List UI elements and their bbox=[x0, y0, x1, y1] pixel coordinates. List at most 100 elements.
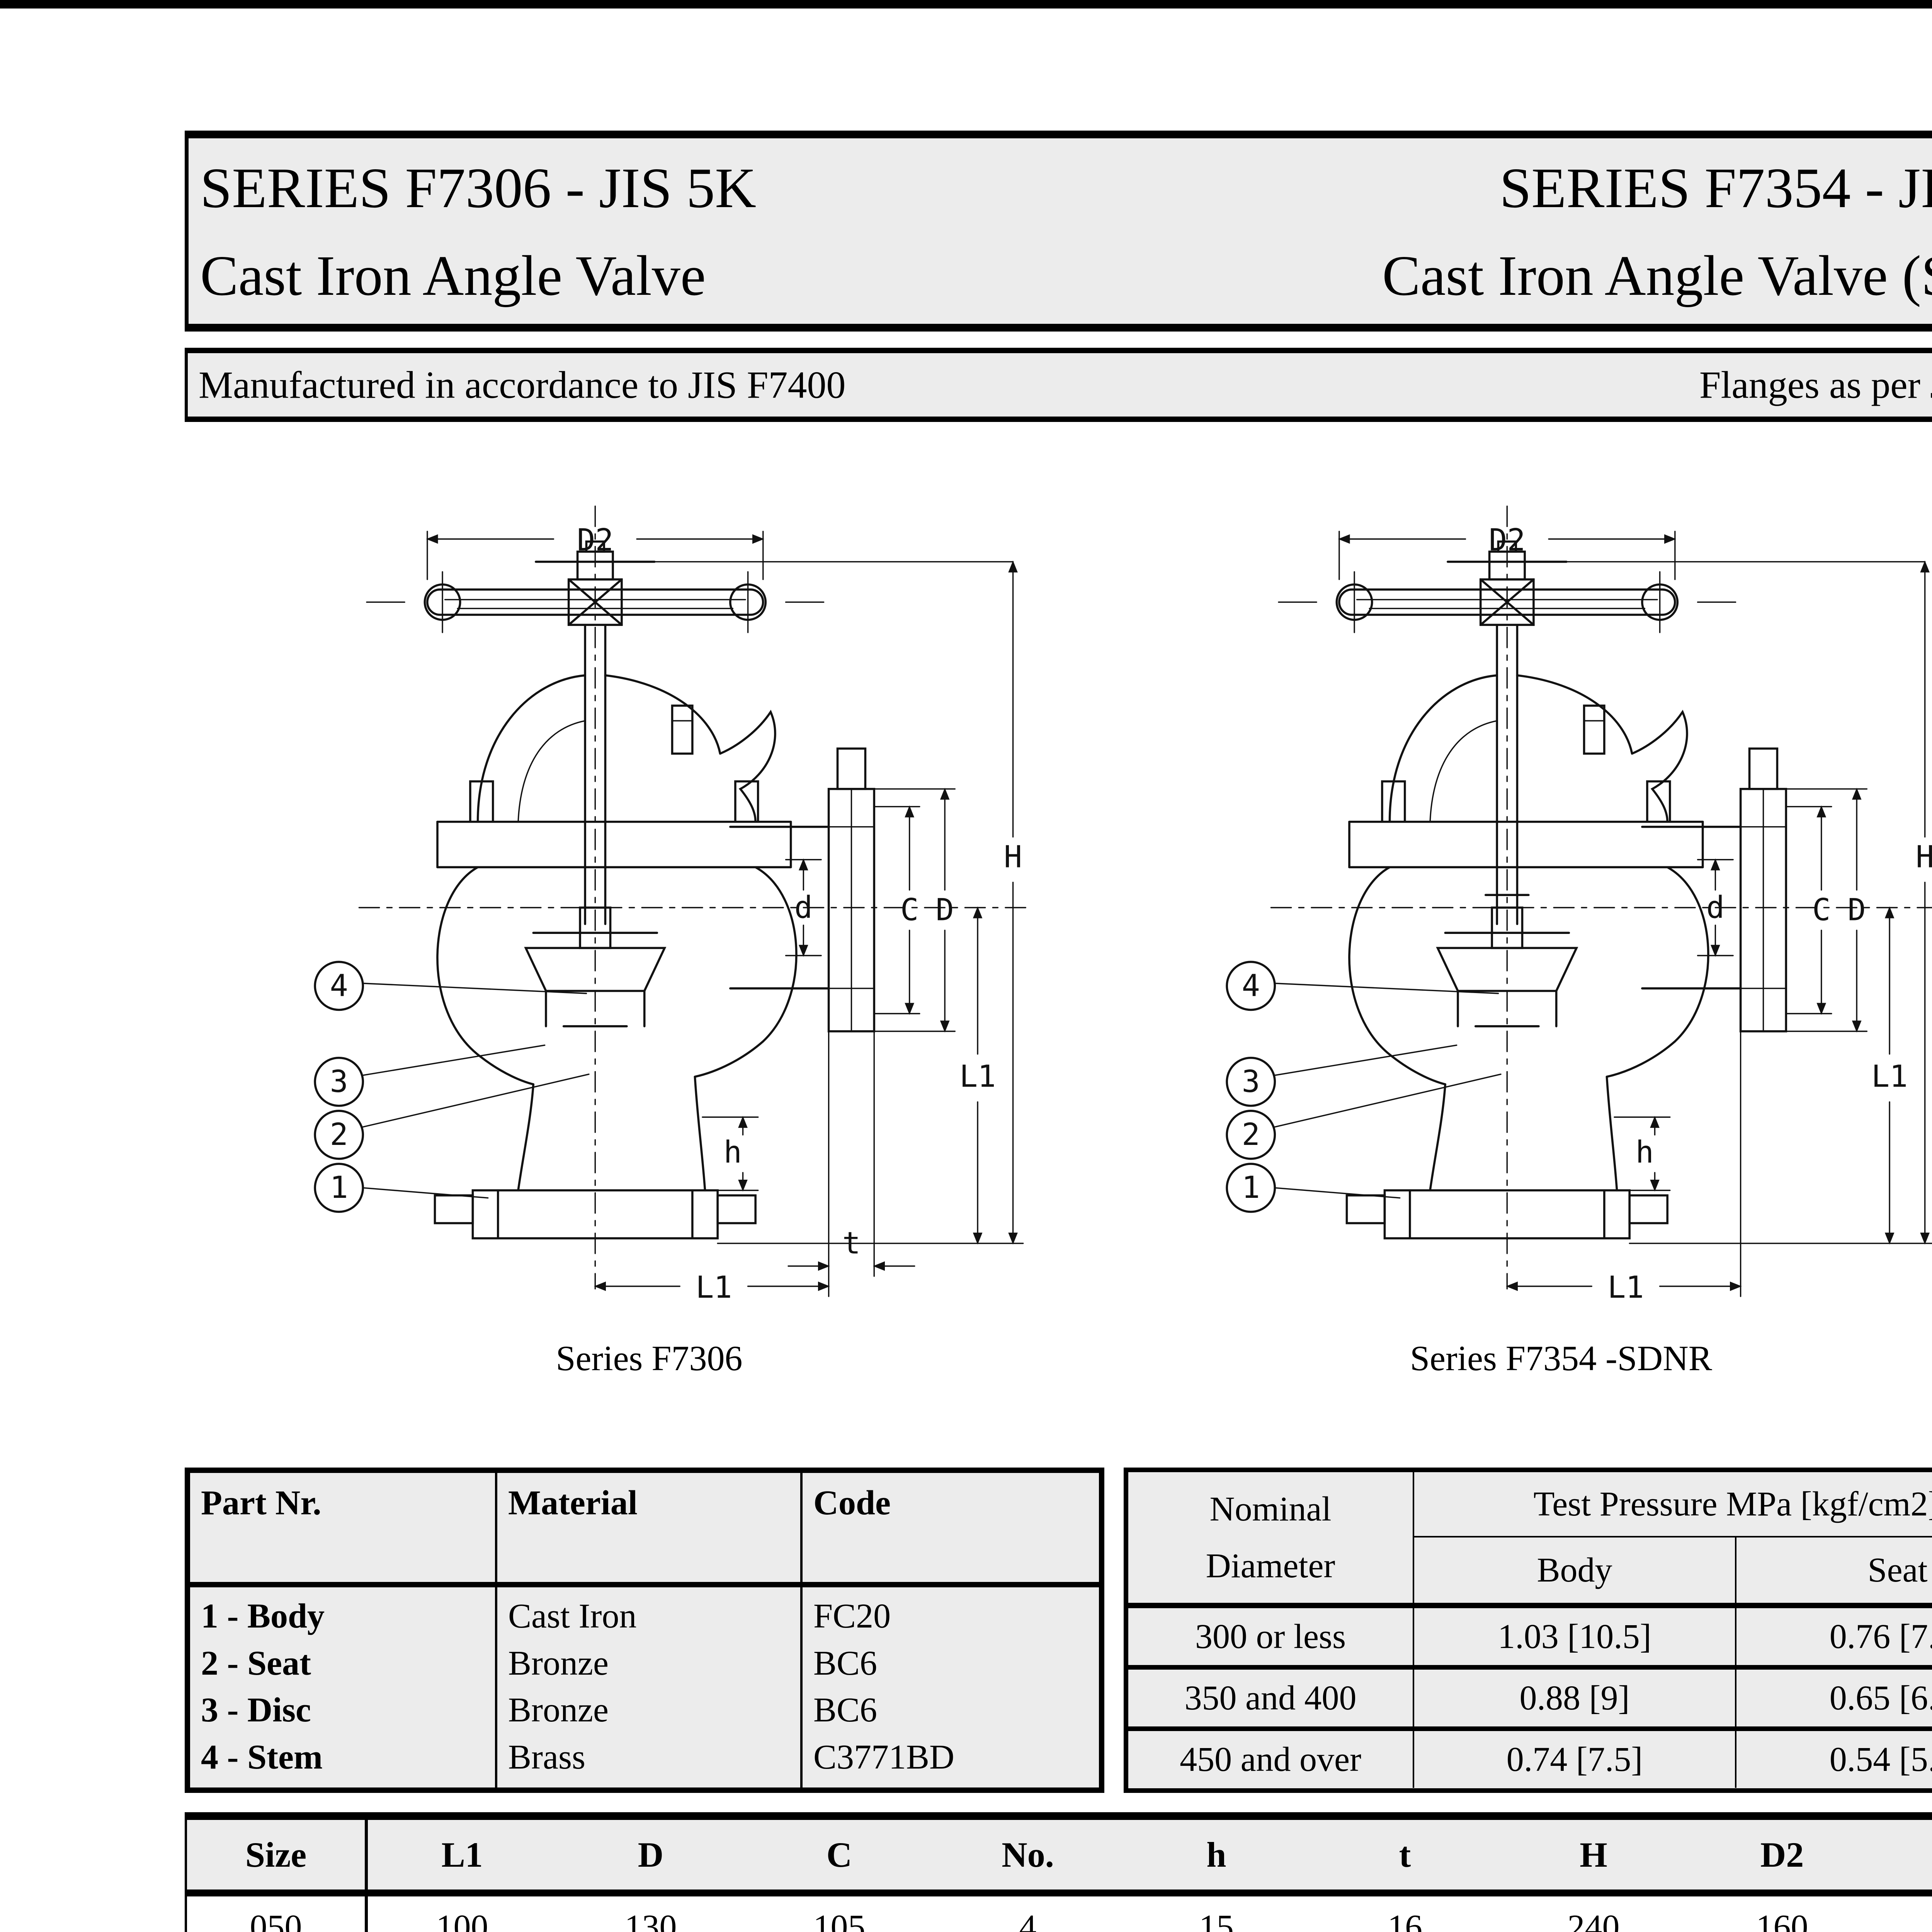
parts-code-cell: C3771BD bbox=[813, 1738, 955, 1776]
t-label: t bbox=[842, 1226, 861, 1261]
h-total-label: H bbox=[1916, 839, 1932, 874]
pressure-header-nominal-diameter: Nominal Diameter bbox=[1128, 1472, 1414, 1603]
dims-value-cell: 240 bbox=[1567, 1908, 1620, 1932]
dims-value-cell: 12.9 bbox=[1876, 1896, 1932, 1932]
dims-header-hh: H bbox=[1580, 1835, 1607, 1874]
dims-value-cell: 16 bbox=[1388, 1908, 1422, 1932]
page-top-rule bbox=[0, 0, 1932, 9]
dim-c: C bbox=[1785, 805, 1832, 1015]
dim-l1-right: L1 bbox=[717, 906, 1024, 1245]
caption-f7354: Series F7354 -SDNR bbox=[1410, 1338, 1713, 1378]
dims-header-kg: Kg bbox=[1876, 1820, 1932, 1889]
pressure-diameter-cell: 300 or less bbox=[1128, 1608, 1414, 1665]
dims-value-cell: 130 bbox=[624, 1908, 677, 1932]
bonnet-yoke bbox=[436, 674, 792, 869]
dimensions-table-header: Size L1 D C No. h t H D2 Kg bbox=[187, 1820, 1932, 1896]
parts-part-list: 1 - Body 2 - Seat 3 - Disc 4 - Stem bbox=[190, 1587, 495, 1781]
nominal-label: Nominal bbox=[1209, 1490, 1332, 1528]
parts-part-cell: 3 - Disc bbox=[201, 1691, 311, 1729]
parts-material-list: Cast Iron Bronze Bronze Brass bbox=[497, 1587, 800, 1781]
series-left-subtitle: Cast Iron Angle Valve bbox=[200, 244, 706, 308]
dim-d-port: d bbox=[785, 858, 822, 957]
dims-row-050: 050 100 130 105 4 15 16 240 160 12.9 bbox=[187, 1896, 1932, 1932]
dim-h-small: h bbox=[702, 1116, 759, 1192]
dim-d-outer: D bbox=[873, 787, 956, 1033]
parts-column-material: Material Cast Iron Bronze Bronze Brass bbox=[497, 1473, 803, 1787]
valve-drawing-f7306: D2 bbox=[286, 485, 1043, 1312]
callout-2: 2 bbox=[1226, 1073, 1502, 1160]
parts-material-cell: Brass bbox=[508, 1738, 585, 1776]
diameter-label: Diameter bbox=[1206, 1547, 1335, 1585]
callout-3-number: 3 bbox=[1242, 1064, 1260, 1099]
pressure-diameter-cell: 350 and 400 bbox=[1128, 1670, 1414, 1726]
pressure-value-cell: 0.65 [6.6] bbox=[1829, 1679, 1932, 1717]
bottom-flange bbox=[1345, 1189, 1668, 1240]
series-left-title: SERIES F7306 - JIS 5K bbox=[200, 156, 757, 220]
l1-right-label: L1 bbox=[1871, 1059, 1908, 1094]
parts-column-code: Code FC20 BC6 BC6 C3771BD bbox=[803, 1473, 1099, 1787]
body-subheader: Body bbox=[1414, 1537, 1736, 1603]
parts-code-cell: FC20 bbox=[813, 1597, 891, 1635]
h-total-label: H bbox=[1004, 839, 1022, 874]
dims-value-cell: 15 bbox=[1199, 1908, 1234, 1932]
dim-l1-bottom: L1 bbox=[1506, 1031, 1742, 1305]
dims-value-cell: 100 bbox=[436, 1908, 488, 1932]
callout-4-number: 4 bbox=[330, 968, 348, 1003]
caption-f7306: Series F7306 bbox=[556, 1338, 743, 1378]
l1-bottom-label: L1 bbox=[696, 1270, 732, 1305]
parts-part-cell: 2 - Seat bbox=[201, 1644, 311, 1682]
test-pressure-span-header: Test Pressure MPa [kgf/cm2] bbox=[1414, 1472, 1932, 1537]
valve-body bbox=[1348, 866, 1709, 1192]
compliance-standard-text: Manufactured in accordance to JIS F7400 bbox=[199, 363, 846, 406]
dims-size-cell: 050 bbox=[187, 1896, 368, 1932]
callout-3: 3 bbox=[1226, 1044, 1458, 1107]
pressure-value-cell: 0.74 [7.5] bbox=[1414, 1731, 1736, 1788]
parts-header-part: Part Nr. bbox=[190, 1473, 495, 1587]
callout-2: 2 bbox=[314, 1073, 590, 1160]
pressure-value-cell: 0.76 [7.7] bbox=[1829, 1617, 1932, 1656]
dims-header-no: No. bbox=[1002, 1835, 1054, 1874]
pressure-value-cell: 0.54 [5.5] bbox=[1829, 1740, 1932, 1779]
dims-header-l1: L1 bbox=[441, 1835, 483, 1874]
callout-4: 4 bbox=[314, 961, 587, 1011]
handwheel bbox=[1278, 540, 1926, 633]
parts-part-cell: 1 - Body bbox=[201, 1597, 325, 1635]
centerlines bbox=[358, 505, 1029, 1290]
centerlines bbox=[1270, 505, 1932, 1290]
outlet-flange bbox=[1641, 747, 1787, 1032]
d-port-label: d bbox=[1706, 890, 1725, 925]
dim-d-port: d bbox=[1697, 858, 1734, 957]
dims-header-t: t bbox=[1399, 1835, 1411, 1874]
parts-code-cell: BC6 bbox=[813, 1691, 878, 1729]
callout-4: 4 bbox=[1226, 961, 1499, 1011]
callout-3: 3 bbox=[314, 1044, 546, 1107]
dims-value-cell: 105 bbox=[813, 1908, 866, 1932]
d-outer-label: D bbox=[1848, 893, 1866, 928]
c-label: C bbox=[1812, 893, 1830, 928]
dims-header-d2: D2 bbox=[1760, 1835, 1804, 1874]
l1-right-label: L1 bbox=[959, 1059, 996, 1094]
dims-value-cell: 160 bbox=[1756, 1908, 1808, 1932]
parts-material-cell: Cast Iron bbox=[508, 1597, 637, 1635]
callout-2-number: 2 bbox=[1242, 1117, 1260, 1152]
pressure-table-header: Nominal Diameter Test Pressure MPa [kgf/… bbox=[1128, 1472, 1932, 1608]
callout-1-number: 1 bbox=[1242, 1170, 1260, 1205]
dim-l1-bottom: L1 bbox=[594, 1270, 830, 1305]
dim-c: C bbox=[873, 805, 920, 1015]
outlet-flange bbox=[729, 747, 876, 1032]
dims-header-d: D bbox=[638, 1835, 664, 1874]
compliance-panel: Manufactured in accordance to JIS F7400 … bbox=[185, 348, 1932, 422]
parts-header-code: Code bbox=[803, 1473, 1099, 1587]
valve-drawing-f7354: D2 bbox=[1198, 485, 1932, 1312]
dim-h-total: H bbox=[1916, 560, 1932, 1245]
seat-subheader: Seat bbox=[1867, 1551, 1928, 1589]
parts-header-material: Material bbox=[497, 1473, 800, 1587]
parts-table: Part Nr. 1 - Body 2 - Seat 3 - Disc 4 - Ste… bbox=[185, 1468, 1104, 1793]
h-small-label: h bbox=[724, 1135, 742, 1170]
dimensions-table: Size L1 D C No. h t H D2 Kg 050 100 130 105… bbox=[185, 1812, 1932, 1932]
dims-header-c: C bbox=[826, 1835, 852, 1874]
h-small-label: h bbox=[1636, 1135, 1654, 1170]
